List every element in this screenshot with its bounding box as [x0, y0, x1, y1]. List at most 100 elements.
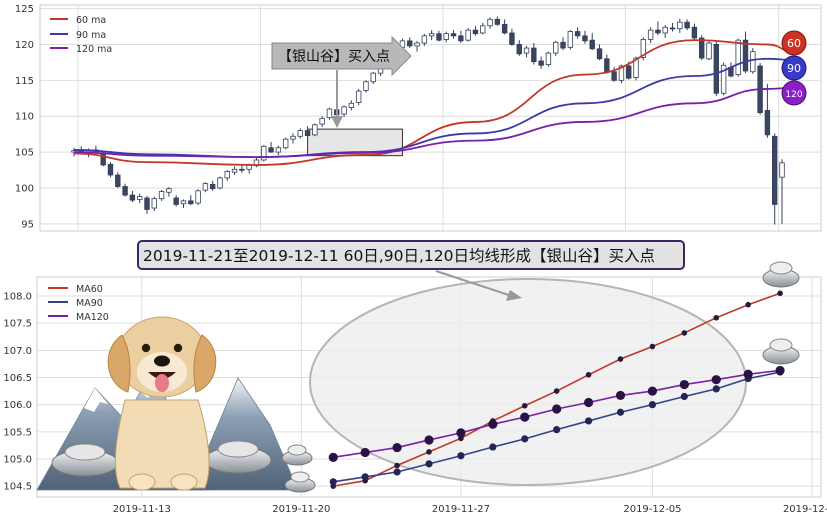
- candle-body-67: [560, 41, 566, 49]
- dog-eye-right: [173, 343, 183, 353]
- dog-eye-left: [141, 343, 151, 353]
- point-ma120-8: [583, 397, 594, 408]
- candle-body-15: [180, 200, 187, 205]
- dog-ear-right: [193, 334, 217, 393]
- point-ma120-6: [520, 412, 530, 422]
- candle-body-46: [407, 40, 413, 47]
- banner-pointer-line: [435, 270, 513, 297]
- candle-body-49: [428, 33, 435, 37]
- point-ma120-13: [743, 369, 753, 379]
- candle-body-71: [589, 39, 595, 50]
- ma-line-120ma: [73, 86, 797, 159]
- candle-body-52: [450, 33, 457, 37]
- candle-body-77: [633, 57, 639, 78]
- top-grid: [40, 5, 821, 231]
- point-ma120-10: [647, 386, 658, 396]
- point-ma60-2: [394, 462, 400, 469]
- ingot-marker-start-upper-top: [287, 444, 307, 456]
- candle-body-28: [275, 147, 282, 153]
- top-plot-frame: [39, 4, 822, 232]
- ingot-left-top: [64, 443, 106, 461]
- candle-body-14: [173, 197, 179, 205]
- candle-body-20: [217, 177, 223, 189]
- badge-120-label: 120: [785, 90, 802, 100]
- candle-body-61: [516, 44, 522, 55]
- candle-body-16: [188, 200, 194, 205]
- bottom-y-tick-3: 106.0: [3, 400, 32, 411]
- candle-body-78: [640, 39, 647, 58]
- banner-pointer-head: [506, 290, 522, 301]
- legend-label-120ma: 120 ma: [76, 44, 112, 55]
- candle-body-26: [261, 145, 267, 161]
- point-ma120-9: [615, 390, 626, 401]
- top-y-tick-2: 105: [15, 148, 34, 159]
- point-ma60-12: [713, 314, 720, 321]
- point-ma120-7: [552, 404, 562, 414]
- point-ma90-10: [648, 401, 657, 409]
- point-ma60-8: [585, 371, 592, 378]
- point-ma120-2: [392, 442, 402, 453]
- candle-body-38: [348, 102, 355, 108]
- top-y-tick-6: 125: [15, 4, 34, 15]
- candle-body-32: [304, 130, 311, 136]
- callout-arrow-shape: [271, 35, 412, 77]
- candle-body-7: [122, 186, 128, 196]
- point-ma120-1: [360, 447, 370, 458]
- decorative-illustration: [36, 316, 299, 491]
- candle-body-91: [735, 39, 741, 75]
- dog-tongue: [155, 374, 169, 392]
- candle-body-53: [458, 35, 464, 42]
- bottom-x-tick-0: 2019-11-13: [113, 504, 171, 515]
- callout-label: 【银山谷】买入点: [278, 49, 390, 65]
- top-y-tick-3: 110: [15, 112, 34, 123]
- candle-body-47: [414, 42, 420, 47]
- bottom-x-tick-1: 2019-11-20: [272, 504, 330, 515]
- candle-body-27: [268, 147, 274, 153]
- candle-body-84: [684, 21, 690, 29]
- point-ma60-14: [777, 290, 783, 297]
- candle-body-73: [604, 58, 610, 73]
- dog-illustration: [107, 316, 217, 491]
- callout-pointer-head: [331, 116, 343, 128]
- point-ma90-7: [553, 426, 561, 434]
- ingot-marker-start-lower: [284, 471, 316, 493]
- moving-average-lines: [73, 39, 797, 166]
- bottom-y-tick-7: 108.0: [3, 292, 32, 303]
- point-ma60-9: [617, 356, 624, 362]
- candle-body-76: [626, 65, 632, 79]
- top-y-ticks: 95 100 105 110 115 120 125: [15, 4, 34, 230]
- point-ma90-2: [393, 468, 401, 476]
- point-ma90-4: [457, 452, 465, 460]
- point-ma60-3: [426, 449, 432, 455]
- ingot-marker-end-lower-top: [769, 338, 793, 352]
- badge-90-label: 90: [787, 62, 801, 75]
- top-y-tick-4: 115: [15, 76, 34, 87]
- candle-body-5: [107, 163, 114, 176]
- candle-body-8: [129, 194, 136, 201]
- candle-body-60: [509, 32, 515, 45]
- candle-body-82: [669, 27, 676, 30]
- ma-detail-lines: [328, 290, 785, 489]
- candle-body-79: [647, 29, 654, 40]
- candle-body-6: [115, 174, 121, 187]
- candle-body-33: [312, 124, 318, 136]
- candle-body-17: [195, 190, 201, 204]
- candle-body-13: [166, 188, 172, 193]
- point-ma90-6: [521, 435, 529, 443]
- top-y-tick-5: 120: [15, 40, 34, 51]
- ingot-marker-start-upper: [281, 444, 313, 466]
- candle-body-69: [574, 31, 581, 37]
- summary-banner-box: [137, 240, 685, 270]
- candle-body-11: [151, 198, 157, 209]
- bottom-y-tick-1: 105.0: [3, 454, 32, 465]
- candle-body-18: [202, 183, 209, 191]
- badge-60-circle: [781, 30, 807, 56]
- bottom-y-tick-0: 104.5: [3, 482, 32, 493]
- point-ma90-8: [584, 417, 593, 425]
- bottom-legend: MA60 MA90 MA120: [48, 284, 109, 323]
- bottom-y-ticks: 104.5 105.0 105.5 106.0 106.5 107.0 107.5 108.0: [3, 292, 32, 493]
- candle-body-87: [706, 42, 712, 60]
- mountain-snow-left: [84, 388, 108, 412]
- candle-body-41: [370, 72, 376, 83]
- dog-paw-left: [128, 473, 156, 491]
